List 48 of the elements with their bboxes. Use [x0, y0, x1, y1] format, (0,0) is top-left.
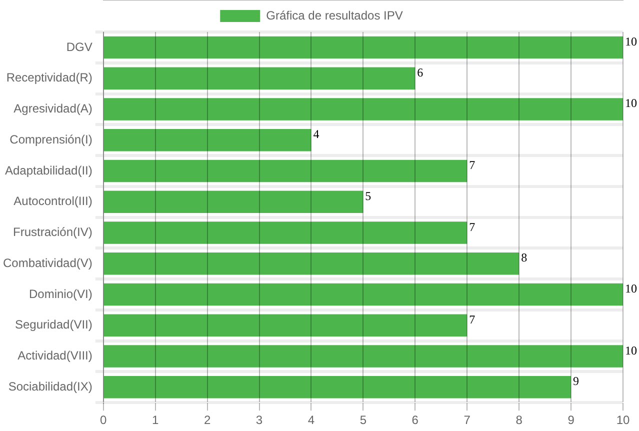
data-label: 10: [625, 343, 637, 358]
x-tick-label: 2: [204, 413, 211, 428]
x-tick-label: 7: [464, 413, 471, 428]
bar: [104, 345, 623, 368]
data-label: 5: [365, 188, 372, 203]
x-tick-label: 5: [360, 413, 367, 428]
bar: [104, 128, 312, 152]
y-tick-label: Receptividad(R): [6, 70, 92, 85]
bar: [104, 36, 623, 59]
y-tick-label: Seguridad(VII): [14, 318, 92, 332]
bar: [104, 98, 623, 120]
data-label: 7: [469, 220, 476, 234]
data-label: 7: [469, 158, 476, 172]
y-tick-label: DGV: [66, 40, 92, 54]
bar: [104, 252, 520, 275]
bar: [104, 376, 572, 398]
data-label: 6: [417, 65, 424, 80]
bar: [104, 314, 468, 337]
y-tick-label: Adaptabilidad(II): [4, 163, 92, 178]
data-label: 8: [521, 250, 528, 265]
data-label: 10: [625, 96, 637, 110]
legend-label: Gráfica de resultados IPV: [266, 8, 403, 22]
y-tick-label: Comprensión(I): [10, 132, 92, 146]
x-tick-label: 4: [308, 413, 315, 428]
data-label: 10: [625, 282, 637, 296]
x-tick-label: 10: [616, 413, 630, 428]
y-tick-label: Actividad(VIII): [18, 348, 92, 363]
data-label: 4: [313, 127, 320, 142]
bar: [104, 67, 416, 90]
y-tick-label: Agresividad(A): [14, 102, 92, 116]
x-tick-label: 0: [100, 413, 108, 428]
bar: [104, 190, 364, 213]
data-label: 7: [469, 312, 476, 326]
y-tick-label: Dominio(VI): [29, 286, 92, 301]
bar: [104, 222, 468, 244]
y-tick-label: Frustración(IV): [13, 225, 92, 240]
y-tick-label: Combatividad(V): [2, 256, 92, 270]
x-tick-label: 8: [516, 413, 523, 428]
bar: [104, 283, 623, 306]
data-label: 9: [573, 374, 580, 388]
bar: [104, 160, 468, 182]
x-tick-label: 6: [412, 413, 419, 428]
y-tick-label: Sociabilidad(IX): [8, 379, 92, 394]
y-tick-label: Autocontrol(III): [14, 194, 92, 208]
x-tick-label: 1: [152, 413, 159, 428]
data-label: 10: [625, 34, 637, 48]
x-tick-label: 3: [256, 413, 263, 428]
x-tick-label: 9: [568, 413, 575, 428]
